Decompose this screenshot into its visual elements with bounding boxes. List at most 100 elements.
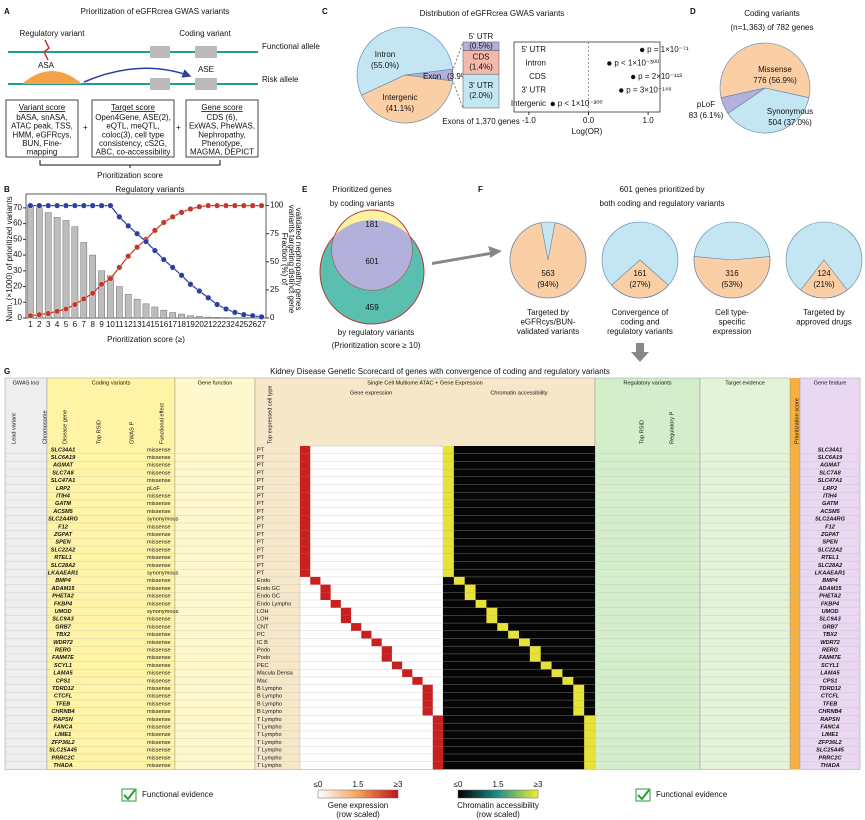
gene-name: SLC9A3 [819, 617, 841, 623]
slice-value: (55.0%) [371, 61, 399, 70]
point [196, 288, 203, 295]
label: Risk allele [262, 75, 299, 84]
gene-name: LIME1 [822, 732, 838, 738]
gene-name: LAMA5 [53, 671, 73, 677]
effect: missense [147, 478, 171, 484]
y2-tick-label: 100 [270, 201, 284, 210]
column-header: Prioritization score [794, 398, 800, 444]
box-text: HMM, eGFRcys, [12, 130, 71, 139]
gene-name: PRRC2C [51, 755, 75, 761]
exon-box [150, 46, 170, 58]
expression-cell [300, 507, 311, 516]
subgroup-header: Gene expression [350, 390, 392, 396]
effect: synonymous [147, 571, 179, 577]
gene-name: LRP2 [823, 486, 838, 492]
slice-value: (21%) [813, 280, 835, 289]
y-tick-label: 20 [13, 282, 22, 291]
pie-slice [356, 26, 453, 96]
bar [98, 270, 105, 319]
gene-name: CHRNB4 [818, 709, 842, 715]
bar [36, 207, 43, 319]
gene-name: UMOD [821, 609, 838, 615]
scorecard: GWAS loci Coding variants Gene function Sin… [4, 377, 861, 770]
gene-name: GRB7 [822, 624, 838, 630]
segment-value: (1.4%) [469, 62, 493, 71]
exon-box [150, 78, 170, 90]
point [63, 306, 70, 313]
y2-tick-label: 75 [270, 229, 279, 238]
cell-type: PC [257, 632, 265, 638]
gene-name: SPEN [822, 540, 838, 546]
accessibility-cell [486, 615, 498, 624]
effect: missense [147, 594, 171, 600]
cell-type: Podo [257, 655, 270, 661]
accessibility-cell [443, 446, 454, 454]
point [169, 264, 176, 271]
y-axis-label: Num. (×1000) of prioritized variants [5, 196, 14, 321]
accessibility-cell [443, 453, 454, 462]
accessibility-cell [551, 669, 563, 677]
scale-label: ≥3 [534, 780, 543, 789]
point [80, 295, 87, 302]
plot-frame [513, 41, 661, 113]
bar [53, 217, 61, 319]
point [98, 202, 105, 209]
expression-cell [422, 707, 433, 716]
gene-name: ZGPAT [53, 532, 73, 538]
cell-type: B Lympho [257, 686, 282, 692]
point [125, 253, 132, 260]
cell-type: PT [257, 486, 265, 492]
box-text: consistency, cS2G, [99, 139, 167, 148]
effect: missense [147, 632, 171, 638]
box-text: Phenotype, [202, 139, 242, 148]
point [151, 247, 158, 254]
box-text: ExWAS, PheWAS, [189, 122, 255, 131]
group-header: Gene feature [814, 380, 847, 386]
expression-cell [402, 669, 413, 677]
chart-title: Regulatory variants [116, 185, 185, 194]
box-text: ATAC peak, TSS, [11, 122, 73, 131]
set-label: by regulatory variants [338, 328, 414, 337]
point [71, 202, 78, 209]
effect: missense [147, 532, 171, 538]
expression-cell [300, 469, 311, 477]
expression-cell [320, 584, 331, 593]
expression-cell [361, 630, 372, 639]
point [178, 209, 185, 216]
accessibility-cell [584, 730, 595, 739]
bar [44, 212, 52, 319]
effect: missense [147, 740, 171, 746]
x-tick-label: 19 [186, 320, 195, 329]
slice-count: 316 [725, 269, 739, 278]
gene-name: PHETA2 [819, 594, 842, 600]
effect: missense [147, 447, 171, 453]
gene-name: SLC7A8 [819, 470, 841, 476]
cell-type: PT [257, 524, 265, 530]
x-tick-label: 14 [142, 320, 151, 329]
cell-type: PEC [257, 663, 269, 669]
label: ASA [38, 61, 55, 70]
accessibility-cell [443, 507, 454, 516]
accessibility-cell [573, 707, 585, 716]
bar [124, 294, 132, 319]
expression-cell [432, 746, 443, 754]
column-header: Functional effect [159, 403, 165, 444]
gene-name: SLC6A19 [51, 455, 76, 461]
gene-name: CPS1 [56, 678, 71, 684]
accessibility-cell [562, 677, 574, 685]
gene-name: ADAM15 [50, 586, 75, 592]
point [169, 213, 176, 220]
y2-tick-label: 50 [270, 257, 279, 266]
row-label: CDS [529, 72, 546, 81]
box-text: coloc(3), cell type [102, 130, 165, 139]
plot-frame [25, 193, 267, 319]
variant-bolt [43, 39, 50, 61]
gene-name: FKBP4 [821, 601, 840, 607]
bracket [39, 160, 221, 168]
x-axis-label: Prioritization score (≥) [107, 335, 185, 344]
expression-cell [300, 538, 311, 547]
expression-cell [330, 600, 341, 608]
gene-name: SPEN [55, 540, 71, 546]
score-column [790, 378, 800, 770]
cell-type: Endo GC [257, 594, 280, 600]
